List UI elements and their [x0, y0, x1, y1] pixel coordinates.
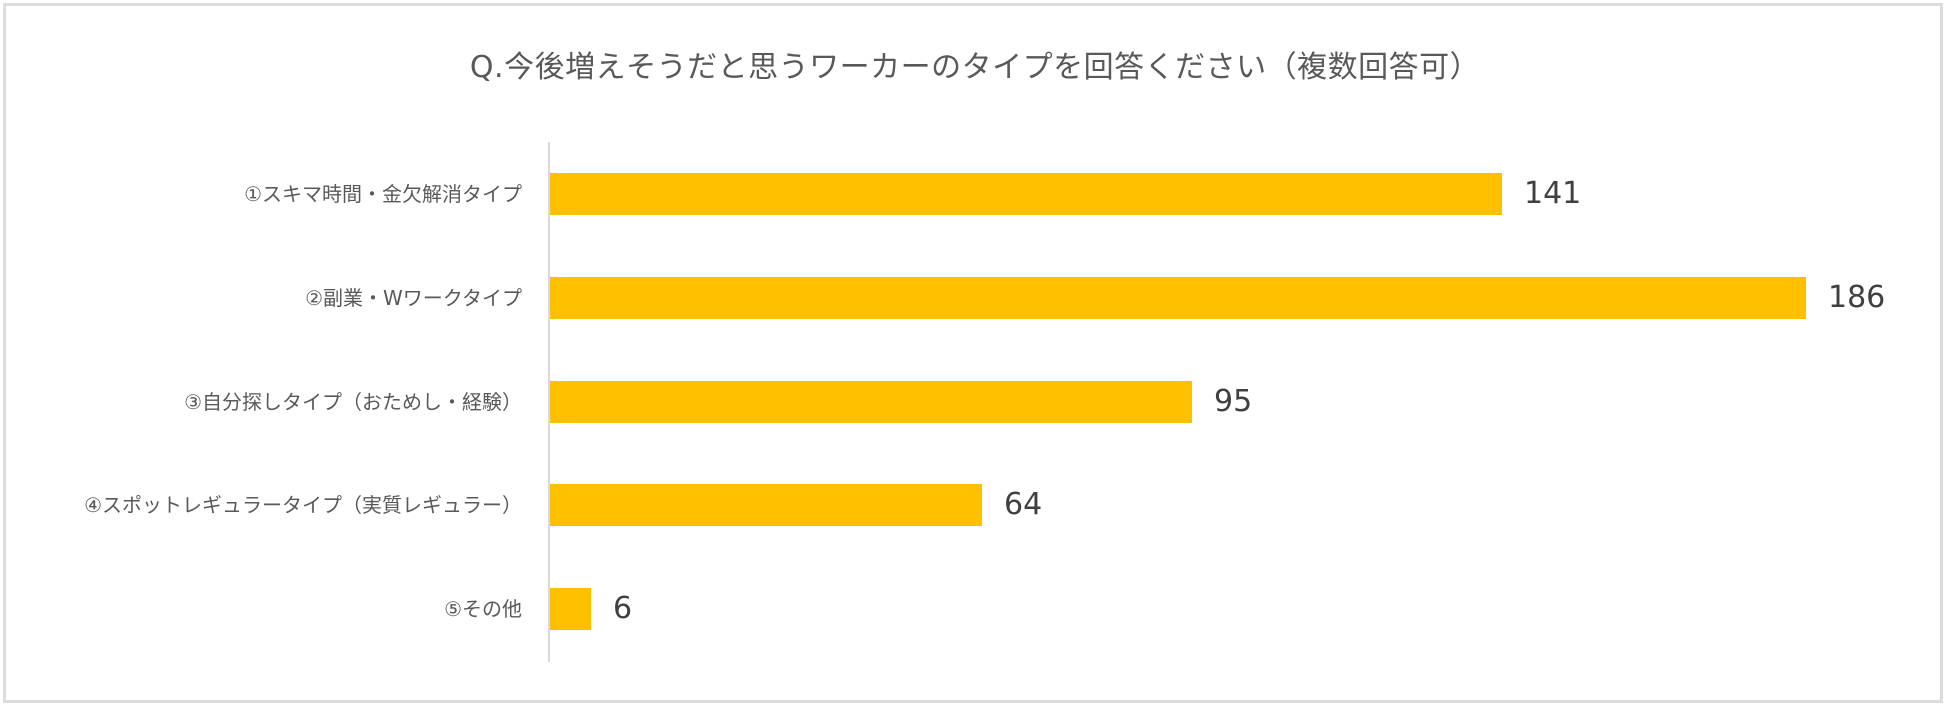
bar: [550, 173, 1502, 215]
data-label: 64: [1004, 487, 1043, 522]
bar: [550, 484, 982, 526]
data-label: 95: [1214, 384, 1253, 419]
category-label: ③自分探しタイプ（おためし・経験）: [184, 390, 522, 414]
bar: [550, 588, 591, 630]
chart-frame: [3, 3, 1943, 703]
category-label: ④スポットレギュラータイプ（実質レギュラー）: [84, 493, 522, 517]
data-label: 186: [1828, 280, 1886, 315]
chart-title: Q.今後増えそうだと思うワーカーのタイプを回答ください（複数回答可）: [469, 50, 1481, 85]
bar: [550, 277, 1806, 319]
bar: [550, 381, 1192, 423]
data-label: 6: [613, 591, 633, 626]
category-label: ⑤その他: [444, 597, 522, 621]
category-label: ②副業・Wワークタイプ: [305, 286, 522, 310]
category-axis-line: [548, 142, 550, 662]
data-label: 141: [1524, 176, 1582, 211]
category-label: ①スキマ時間・金欠解消タイプ: [244, 182, 522, 206]
